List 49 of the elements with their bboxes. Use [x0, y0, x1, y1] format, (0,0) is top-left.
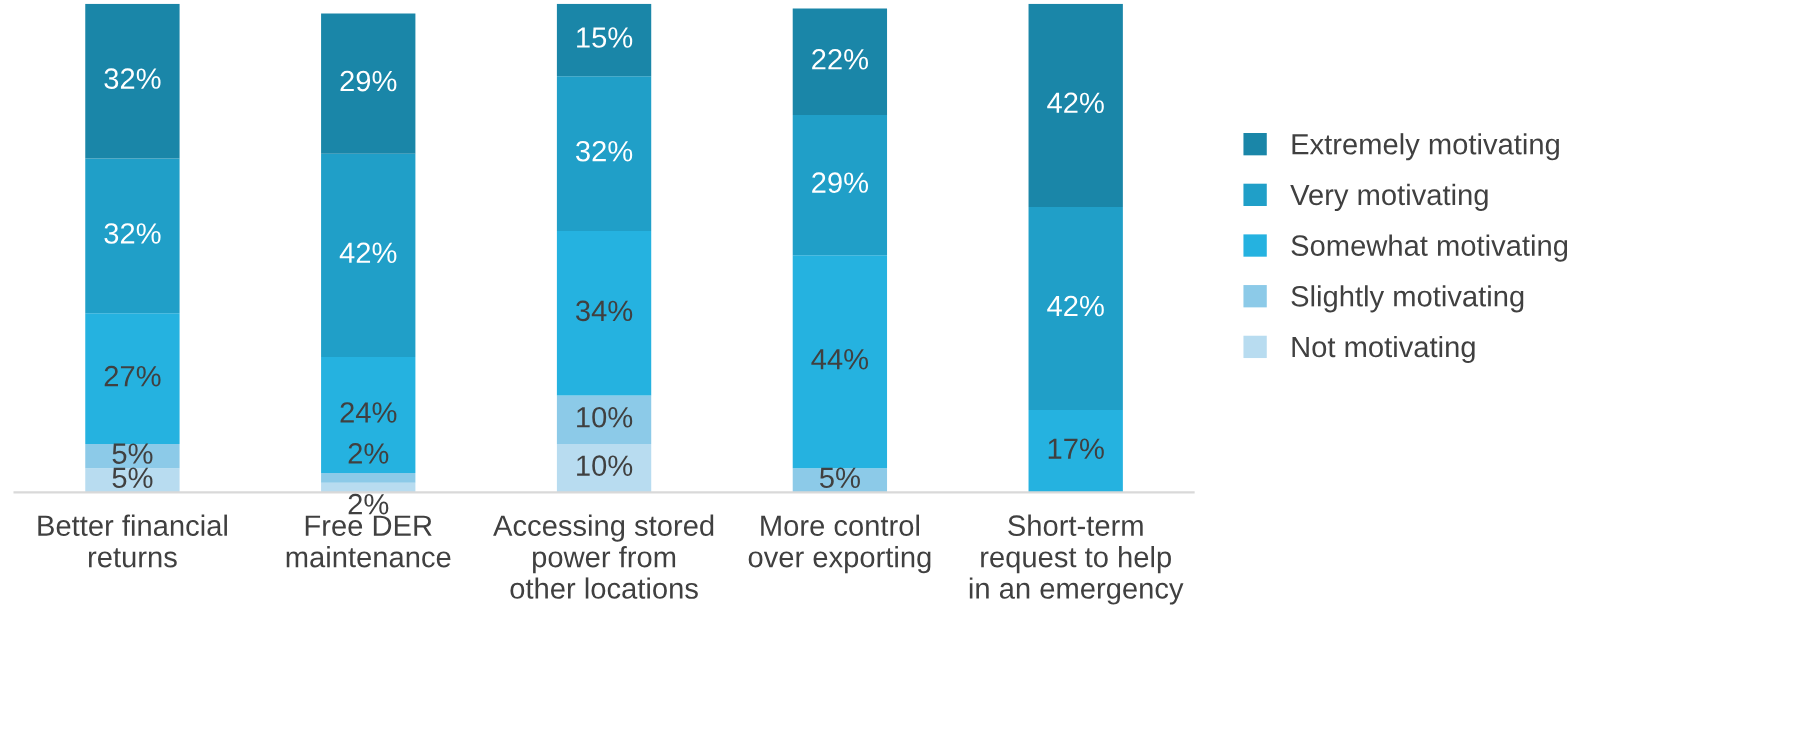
data-label: 34%	[575, 300, 633, 322]
data-label: 2%	[348, 493, 389, 515]
bar	[556, 231, 652, 396]
legend-label: Extremely motivating	[1292, 133, 1559, 161]
data-label: 5%	[112, 467, 153, 489]
data-label: 15%	[577, 27, 633, 48]
legend-label: Somewhat motivating	[1291, 234, 1568, 262]
bar	[321, 356, 416, 474]
bar	[85, 158, 180, 314]
data-label: 10%	[577, 406, 633, 428]
bar	[1028, 410, 1123, 493]
bar	[321, 153, 416, 357]
bar	[321, 473, 416, 483]
bar	[792, 8, 888, 115]
legend-label: Not motivating	[1292, 335, 1475, 364]
x-tick-label: Accessing stored power from other locations	[493, 514, 714, 599]
data-label: 5%	[819, 467, 860, 489]
data-label: 42%	[1047, 92, 1104, 114]
data-label: 44%	[811, 349, 869, 370]
data-label: 17%	[1048, 438, 1104, 459]
bar	[85, 313, 180, 444]
legend-label: Very motivating	[1290, 183, 1488, 212]
bar	[321, 13, 416, 154]
data-label: 29%	[812, 172, 869, 193]
bar	[556, 395, 652, 444]
data-label: 5%	[112, 443, 153, 464]
legend-label: Slightly motivating	[1291, 285, 1524, 313]
x-tick-label: Short-term request to help in an emergency	[969, 514, 1184, 605]
data-label: 24%	[340, 402, 397, 423]
data-label: 32%	[575, 140, 633, 162]
data-label: 22%	[812, 48, 869, 70]
bar	[556, 3, 652, 77]
data-label: 42%	[339, 242, 397, 264]
bar	[792, 115, 888, 256]
x-tick-label: More control over exporting	[748, 514, 931, 574]
data-label: 2%	[348, 443, 389, 464]
bar	[1028, 206, 1123, 411]
bar	[556, 76, 652, 232]
x-tick-label: Free DER maintenance	[286, 515, 451, 568]
bar	[1028, 3, 1123, 207]
data-label: 29%	[340, 70, 397, 92]
data-label: 27%	[104, 365, 161, 387]
x-tick-label: Better financial returns	[38, 514, 227, 568]
data-label: 32%	[104, 68, 161, 89]
data-label: 10%	[577, 455, 633, 476]
bar	[792, 255, 888, 469]
data-label: 42%	[1047, 295, 1104, 317]
bar	[85, 3, 180, 159]
data-label: 32%	[104, 223, 161, 244]
